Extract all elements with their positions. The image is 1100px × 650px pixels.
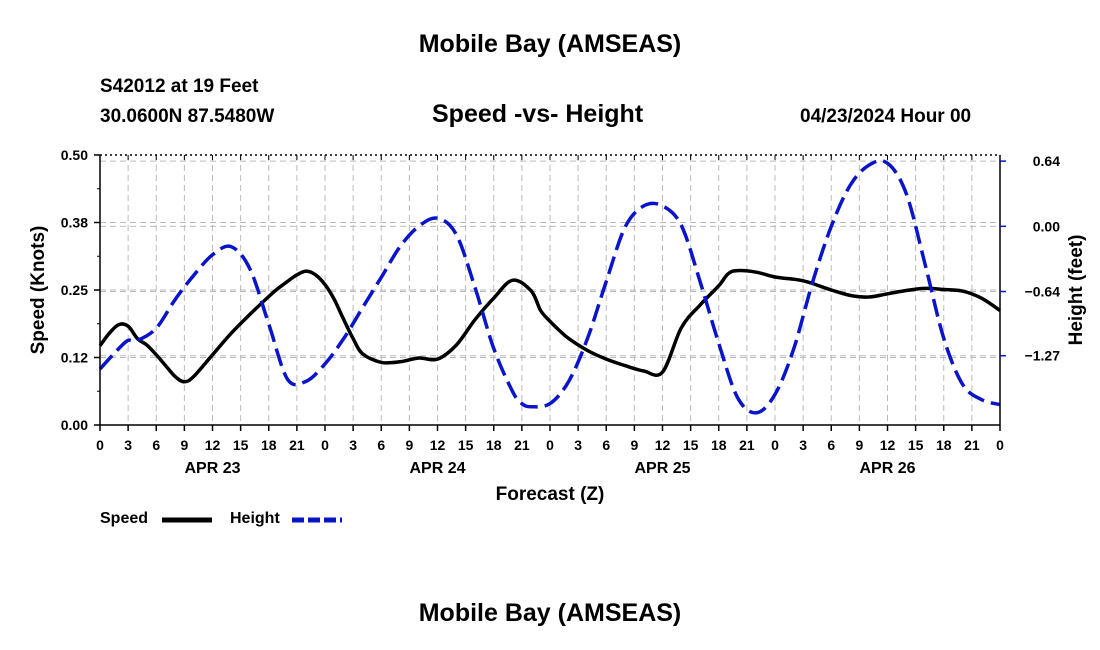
x-tick-label: 12 (430, 437, 446, 453)
x-tick-label: 21 (289, 437, 305, 453)
x-tick-label: 15 (683, 437, 699, 453)
x-tick-label: 12 (880, 437, 896, 453)
y2-tick-label: −0.64 (1025, 284, 1061, 300)
forecast-datetime: 04/23/2024 Hour 00 (800, 106, 972, 127)
x-tick-label: 6 (152, 437, 160, 453)
x-tick-label: 3 (349, 437, 357, 453)
x-tick-label: 0 (96, 437, 104, 453)
legend-speed-label: Speed (100, 510, 149, 527)
y-axis-title-left: Speed (Knots) (28, 226, 49, 355)
x-axis-title: Forecast (Z) (496, 484, 605, 505)
x-tick-label: 3 (799, 437, 807, 453)
y-tick-label: 0.38 (61, 215, 88, 231)
x-tick-label: 3 (124, 437, 132, 453)
x-tick-label: 0 (771, 437, 779, 453)
day-label: APR 26 (859, 460, 915, 477)
x-tick-label: 18 (261, 437, 277, 453)
x-tick-label: 0 (321, 437, 329, 453)
x-tick-label: 21 (739, 437, 755, 453)
y-axis-title-right: Height (feet) (1066, 235, 1087, 346)
grid (100, 155, 1000, 425)
x-tick-label: 6 (377, 437, 385, 453)
footer-title: Mobile Bay (AMSEAS) (418, 599, 682, 627)
coordinates-label: 30.0600N 87.5480W (100, 106, 275, 127)
x-tick-label: 9 (180, 437, 188, 453)
x-tick-label: 6 (602, 437, 610, 453)
day-label: APR 25 (634, 460, 690, 477)
x-tick-label: 3 (574, 437, 582, 453)
x-tick-label: 6 (827, 437, 835, 453)
y-tick-label: 0.50 (61, 147, 88, 163)
x-tick-label: 18 (711, 437, 727, 453)
x-tick-label: 9 (630, 437, 638, 453)
x-tick-label: 12 (655, 437, 671, 453)
y-tick-label: 0.12 (61, 350, 88, 366)
y-tick-label: 0.25 (61, 282, 88, 298)
x-tick-label: 12 (205, 437, 221, 453)
x-tick-label: 15 (233, 437, 249, 453)
legend-height-label: Height (230, 510, 280, 527)
series-lines (98, 159, 1001, 415)
x-tick-label: 21 (514, 437, 530, 453)
x-tick-label: 0 (546, 437, 554, 453)
page-title: Mobile Bay (AMSEAS) (418, 30, 682, 58)
x-tick-label: 21 (964, 437, 980, 453)
axes: 0.00 0.12 0.25 0.38 0.50 0.64 0.00 −0.64 −1.27 0 3… (61, 147, 1060, 477)
speed-series-line (98, 268, 1001, 384)
x-tick-label: 9 (405, 437, 413, 453)
station-label: S42012 at 19 Feet (100, 76, 259, 97)
x-tick-label: 15 (908, 437, 924, 453)
y2-tick-label: −1.27 (1025, 348, 1061, 364)
x-tick-label: 18 (936, 437, 952, 453)
y2-tick-label: 0.64 (1033, 153, 1060, 169)
chart-title: Speed -vs- Height (432, 100, 644, 128)
height-series-line (98, 159, 1001, 415)
x-tick-label: 15 (458, 437, 474, 453)
axis-labels: Forecast (Z) Speed (Knots) Height (feet) (28, 226, 1087, 505)
day-label: APR 24 (409, 460, 465, 477)
day-label: APR 23 (184, 460, 240, 477)
x-tick-label: 0 (996, 437, 1004, 453)
y-tick-label: 0.00 (61, 417, 88, 433)
x-tick-label: 18 (486, 437, 502, 453)
y2-tick-label: 0.00 (1033, 218, 1060, 234)
x-tick-label: 9 (855, 437, 863, 453)
